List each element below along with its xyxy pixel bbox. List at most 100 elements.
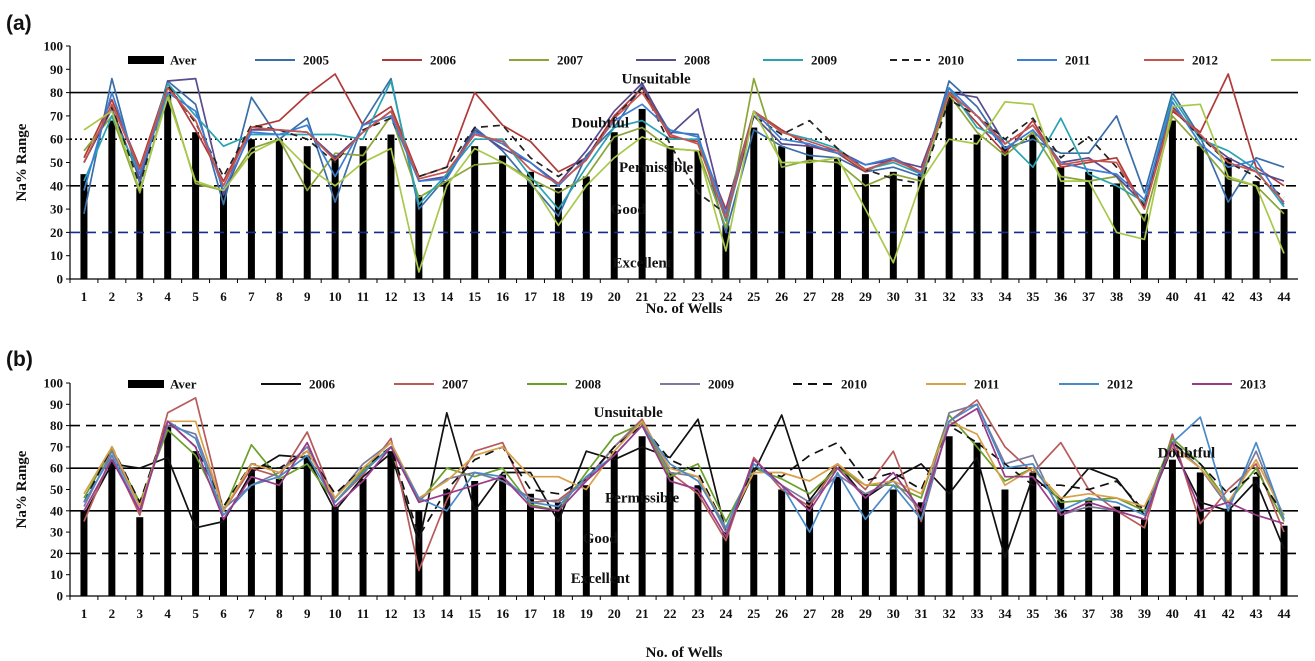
legend-label-2009: 2009: [708, 377, 735, 392]
x-tick-label: 5: [192, 606, 199, 621]
x-tick-label: 27: [803, 606, 817, 621]
series-line-2013: [83, 96, 1285, 273]
bar-aver: [806, 146, 814, 279]
legend-label-2008: 2008: [575, 377, 602, 392]
panel-label-b: (b): [6, 348, 33, 371]
series-line-2009: [83, 80, 1285, 222]
x-tick-label: 31: [915, 289, 928, 304]
bar-aver: [1001, 489, 1009, 596]
legend-label-2012: 2012: [1107, 377, 1133, 392]
x-tick-label: 22: [664, 289, 677, 304]
x-tick-label: 2: [109, 606, 116, 621]
bar-aver: [1141, 519, 1148, 596]
x-tick-label: 16: [496, 606, 510, 621]
x-tick-label: 13: [412, 289, 426, 304]
bar-aver: [1224, 157, 1232, 279]
x-tick-label: 24: [719, 289, 733, 304]
bar-aver: [1168, 459, 1176, 596]
bar-aver: [750, 474, 758, 596]
x-tick-label: 18: [552, 606, 566, 621]
legend-label-2005: 2005: [303, 53, 330, 68]
x-tick-label: 34: [998, 289, 1012, 304]
x-tick-label: 15: [468, 289, 482, 304]
x-tick-label: 36: [1054, 606, 1068, 621]
series-line-2007: [83, 77, 1285, 229]
y-tick-label: 0: [57, 589, 64, 604]
bar-aver: [917, 502, 925, 596]
bar-aver: [499, 474, 507, 596]
x-tick-label: 11: [357, 289, 369, 304]
x-tick-label: 24: [719, 606, 733, 621]
bar-aver: [1196, 146, 1204, 279]
bar-aver: [1252, 181, 1260, 279]
bar-aver: [778, 146, 786, 279]
y-tick-label: 60: [50, 132, 63, 147]
zone-label: Doubtful: [1158, 446, 1216, 462]
x-tick-label: 29: [859, 606, 873, 621]
x-tick-label: 35: [1026, 289, 1040, 304]
bar-aver: [136, 517, 144, 596]
x-tick-label: 3: [137, 289, 144, 304]
bar-aver: [499, 155, 507, 279]
legend-label-Aver: Aver: [170, 53, 197, 68]
bar-aver: [359, 478, 367, 596]
x-tick-label: 5: [192, 289, 199, 304]
bar-aver: [108, 120, 116, 279]
x-tick-label: 18: [552, 289, 566, 304]
legend-label-2012: 2012: [1192, 53, 1218, 68]
y-tick-label: 70: [50, 108, 63, 123]
y-tick-label: 0: [57, 272, 64, 287]
bar-aver: [666, 472, 674, 596]
x-tick-label: 28: [831, 289, 845, 304]
x-tick-label: 42: [1222, 289, 1235, 304]
bar-aver: [527, 171, 534, 279]
x-tick-label: 29: [859, 289, 873, 304]
zone-label: Doubtful: [572, 116, 630, 132]
x-tick-label: 38: [1110, 606, 1124, 621]
y-axis-title: Na% Range: [14, 123, 30, 201]
x-tick-label: 36: [1054, 289, 1068, 304]
bar-aver: [582, 176, 590, 279]
x-tick-label: 30: [887, 606, 900, 621]
bar-aver: [192, 451, 200, 596]
y-tick-label: 50: [50, 155, 63, 170]
x-tick-label: 42: [1222, 606, 1235, 621]
x-tick-label: 10: [329, 289, 342, 304]
x-tick-label: 12: [384, 606, 397, 621]
x-tick-label: 40: [1166, 606, 1179, 621]
x-tick-label: 10: [329, 606, 342, 621]
x-tick-label: 20: [608, 289, 621, 304]
bar-aver: [220, 190, 227, 279]
x-tick-label: 21: [636, 289, 649, 304]
zone-label: Excellent: [571, 571, 630, 587]
x-tick-label: 2: [109, 289, 116, 304]
bar-aver: [1280, 209, 1288, 279]
x-tick-label: 28: [831, 606, 845, 621]
panel-label-a: (a): [6, 12, 32, 35]
y-tick-label: 80: [50, 418, 63, 433]
bar-aver: [610, 132, 618, 279]
x-tick-label: 38: [1110, 289, 1124, 304]
x-tick-label: 20: [608, 606, 621, 621]
bar-aver: [554, 188, 562, 279]
bar-aver: [387, 134, 395, 279]
bar-aver: [331, 506, 339, 596]
bar-aver: [638, 108, 646, 279]
x-tick-label: 7: [248, 606, 255, 621]
bar-aver: [750, 127, 758, 279]
x-tick-label: 41: [1194, 289, 1207, 304]
x-axis-title: No. of Wells: [646, 301, 723, 317]
x-tick-label: 8: [276, 289, 283, 304]
x-tick-label: 4: [164, 289, 171, 304]
bar-aver: [303, 146, 311, 279]
zone-label: Unsuitable: [594, 405, 664, 421]
x-tick-label: 43: [1250, 606, 1264, 621]
x-tick-label: 4: [164, 606, 171, 621]
bar-aver: [610, 451, 618, 596]
zone-label: Permissible: [619, 160, 693, 176]
x-tick-label: 40: [1166, 289, 1179, 304]
bar-aver: [973, 442, 981, 596]
bar-aver: [331, 155, 339, 279]
legend-label-2007: 2007: [557, 53, 584, 68]
